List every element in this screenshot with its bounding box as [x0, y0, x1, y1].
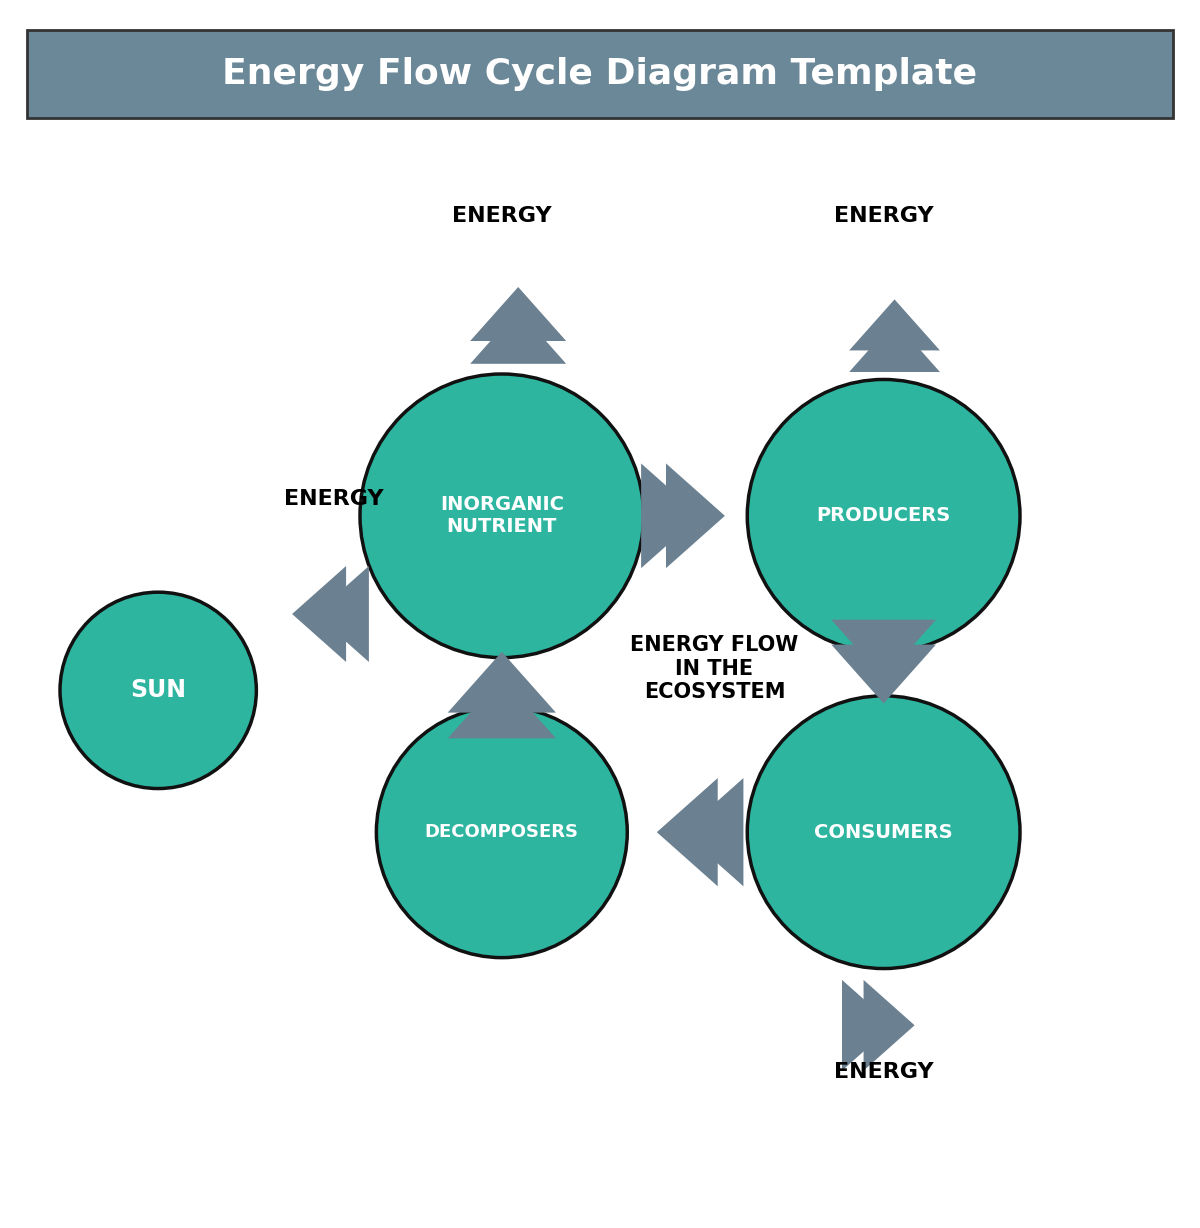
FancyBboxPatch shape: [28, 31, 1172, 118]
Polygon shape: [470, 309, 566, 363]
Circle shape: [360, 375, 643, 658]
Text: Energy Flow Cycle Diagram Template: Energy Flow Cycle Diagram Template: [222, 56, 978, 91]
Polygon shape: [850, 300, 940, 350]
Polygon shape: [641, 463, 700, 569]
Text: ENERGY: ENERGY: [834, 1062, 934, 1082]
Polygon shape: [842, 980, 893, 1071]
Text: ENERGY FLOW
IN THE
ECOSYSTEM: ENERGY FLOW IN THE ECOSYSTEM: [630, 635, 799, 701]
Text: PRODUCERS: PRODUCERS: [816, 506, 950, 526]
Text: ENERGY: ENERGY: [452, 206, 552, 226]
Polygon shape: [448, 652, 556, 712]
Polygon shape: [448, 678, 556, 738]
Polygon shape: [832, 645, 936, 704]
Text: ENERGY: ENERGY: [834, 206, 934, 226]
Text: DECOMPOSERS: DECOMPOSERS: [425, 823, 578, 841]
Text: ENERGY: ENERGY: [283, 490, 383, 510]
Text: INORGANIC
NUTRIENT: INORGANIC NUTRIENT: [440, 495, 564, 537]
Polygon shape: [850, 321, 940, 372]
Polygon shape: [864, 980, 914, 1071]
Circle shape: [748, 696, 1020, 969]
Polygon shape: [656, 779, 718, 887]
Circle shape: [60, 592, 257, 788]
Polygon shape: [292, 566, 346, 662]
Polygon shape: [666, 463, 725, 569]
Polygon shape: [832, 620, 936, 679]
Circle shape: [377, 707, 628, 958]
Text: CONSUMERS: CONSUMERS: [815, 823, 953, 841]
Polygon shape: [314, 566, 368, 662]
Circle shape: [748, 379, 1020, 652]
Polygon shape: [470, 287, 566, 341]
Text: SUN: SUN: [130, 678, 186, 702]
Polygon shape: [683, 779, 744, 887]
